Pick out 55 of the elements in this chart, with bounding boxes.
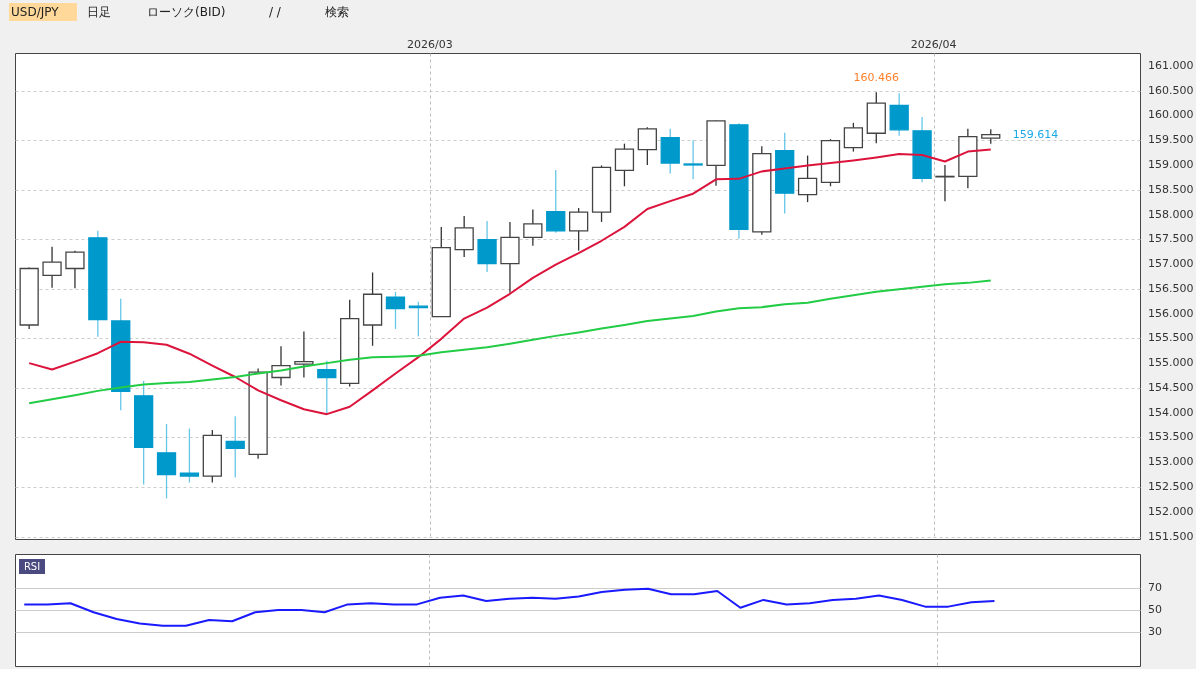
candlestick xyxy=(523,208,543,247)
text: 2026/03 xyxy=(406,38,453,51)
y-tick-label: 161.000 xyxy=(1148,58,1194,72)
y-tick-label: 153.000 xyxy=(1148,455,1194,469)
candlestick xyxy=(454,215,474,258)
y-tick-label: 152.500 xyxy=(1148,479,1194,493)
y-tick-label: 160.000 xyxy=(1148,108,1194,122)
candlestick xyxy=(385,291,406,330)
candlestick xyxy=(225,415,245,479)
y-tick-label: 159.500 xyxy=(1148,133,1194,147)
y-tick-label: 154.500 xyxy=(1148,380,1194,394)
y-tick-label: 158.500 xyxy=(1148,182,1194,196)
y-tick-label: 50 xyxy=(1148,603,1162,616)
chart-title: USD/JPY xyxy=(11,5,60,19)
text: 検索 xyxy=(325,5,349,19)
y-tick-label: 70 xyxy=(1148,580,1162,594)
candlestick xyxy=(568,207,589,252)
y-tick-label: 156.000 xyxy=(1148,306,1194,320)
text: 日足 xyxy=(87,5,111,19)
y-tick-label: 30 xyxy=(1148,625,1162,639)
candlestick xyxy=(477,220,497,273)
text: ローソク(BID) xyxy=(147,5,226,19)
candlestick xyxy=(317,360,337,415)
y-tick-label: 159.000 xyxy=(1148,157,1194,171)
candlestick xyxy=(65,250,85,289)
candlestick xyxy=(843,122,864,153)
text: / / xyxy=(269,5,282,19)
y-tick-label: 156.500 xyxy=(1148,281,1194,295)
candlestick xyxy=(935,164,955,202)
y-tick-label: 152.000 xyxy=(1148,504,1194,518)
candlestick xyxy=(797,154,818,203)
y-tick-label: 157.500 xyxy=(1148,232,1194,246)
y-tick-label: 153.500 xyxy=(1148,430,1194,444)
y-tick-label: 154.000 xyxy=(1148,405,1194,419)
y-tick-label: 158.000 xyxy=(1148,207,1194,221)
y-tick-label: 157.000 xyxy=(1148,257,1194,271)
y-tick-label: 155.000 xyxy=(1148,356,1194,370)
line-series xyxy=(23,587,996,627)
candlestick xyxy=(637,126,657,166)
y-tick-label: 151.500 xyxy=(1148,529,1194,543)
candlestick xyxy=(294,330,314,379)
candlestick xyxy=(179,427,200,484)
y-tick-label: 160.500 xyxy=(1148,83,1194,97)
candlestick xyxy=(614,143,635,187)
text: RSI xyxy=(23,560,41,572)
line-series xyxy=(28,279,992,405)
candlestick xyxy=(42,246,62,289)
candlestick xyxy=(546,169,566,234)
annotation: 160.466 xyxy=(853,71,900,85)
y-tick-label: 155.500 xyxy=(1148,331,1194,345)
line-series xyxy=(28,148,992,416)
candlestick xyxy=(156,423,177,500)
text: 2026/04 xyxy=(910,38,957,51)
text: 159.614 xyxy=(1012,127,1059,141)
candlestick xyxy=(683,139,703,180)
